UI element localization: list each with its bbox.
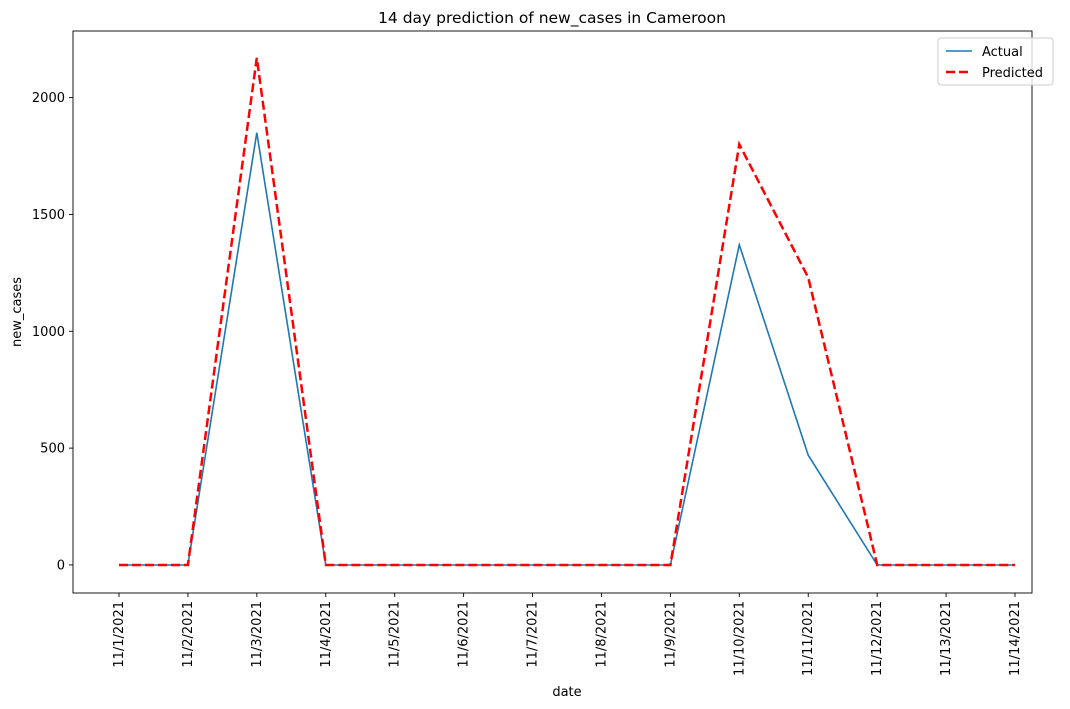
y-tick-label: 2000 [32,91,65,106]
x-tick-label: 11/4/2021 [319,601,334,668]
x-tick-label: 11/10/2021 [732,601,747,676]
x-tick-label: 11/3/2021 [250,601,265,668]
y-tick-label: 1500 [32,208,65,223]
x-tick-label: 11/8/2021 [594,601,609,668]
y-axis-label: new_cases [10,277,25,347]
y-tick-label: 0 [57,558,65,573]
x-tick-label: 11/13/2021 [939,601,954,676]
series-layer [119,57,1015,567]
y-tick-label: 1000 [32,325,65,340]
legend-label-actual: Actual [982,45,1023,60]
x-tick-label: 11/5/2021 [388,601,403,668]
x-tick-label: 11/11/2021 [801,601,816,676]
x-axis-label: date [552,685,581,700]
x-tick-label: 11/12/2021 [870,601,885,676]
x-tick-label: 11/1/2021 [112,601,127,668]
legend-label-predicted: Predicted [982,66,1043,81]
plot-area [72,30,1033,594]
y-tick-label: 500 [40,442,65,457]
x-tick-label: 11/6/2021 [457,601,472,668]
x-tick-label: 11/14/2021 [1008,601,1023,676]
x-tick-label: 11/2/2021 [181,601,196,668]
series-line-predicted [119,57,1015,567]
x-tick-label: 11/9/2021 [663,601,678,668]
chart-title: 14 day prediction of new_cases in Camero… [378,9,726,28]
legend: Actual Predicted [937,37,1054,86]
x-axis: 11/1/2021 11/2/2021 11/3/2021 11/4/2021 11/5… [112,593,1023,676]
x-tick-label: 11/7/2021 [526,601,541,668]
y-axis: 0 500 1000 1500 2000 [32,91,73,573]
